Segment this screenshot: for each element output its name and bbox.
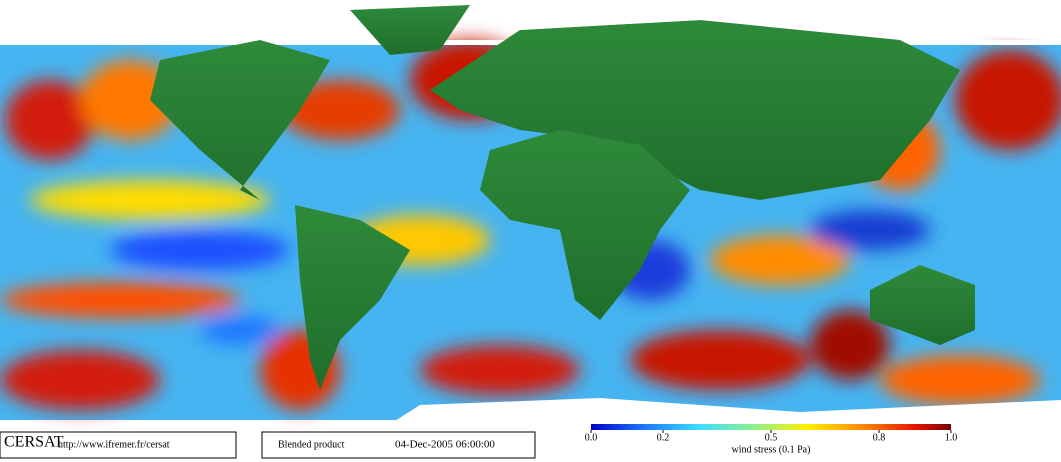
colorbar-tick-label: 0.0 <box>585 432 598 443</box>
australia <box>870 265 975 345</box>
product-box <box>261 431 536 459</box>
date: 04-Dec-2005 06:00:00 <box>395 439 495 451</box>
colorbar-ramp <box>591 424 951 430</box>
colorbar-tick-label: 0.8 <box>873 432 886 443</box>
polar-blank <box>0 0 1061 45</box>
logo-box <box>0 431 237 459</box>
colorbar-tick-label: 0.2 <box>657 432 670 443</box>
colorbar-tick-label: 1.0 <box>945 432 958 443</box>
colorbar-tick-label: 0.5 <box>765 432 778 443</box>
logo: CERSAT <box>4 434 64 451</box>
colorbar: wind stress (0.1 Pa) 0.0 0.2 0.5 0.8 1.0 <box>585 424 958 455</box>
north-america <box>150 40 330 215</box>
africa <box>480 130 690 320</box>
product: Blended product <box>278 439 345 450</box>
south-america <box>295 205 410 390</box>
footer: CERSAT http://www.ifremer.fr/cersat Blen… <box>0 431 536 459</box>
greenland <box>350 5 470 55</box>
url: http://www.ifremer.fr/cersat <box>58 439 170 450</box>
colorbar-label: wind stress (0.1 Pa) <box>732 444 811 455</box>
eurasia <box>430 20 960 200</box>
